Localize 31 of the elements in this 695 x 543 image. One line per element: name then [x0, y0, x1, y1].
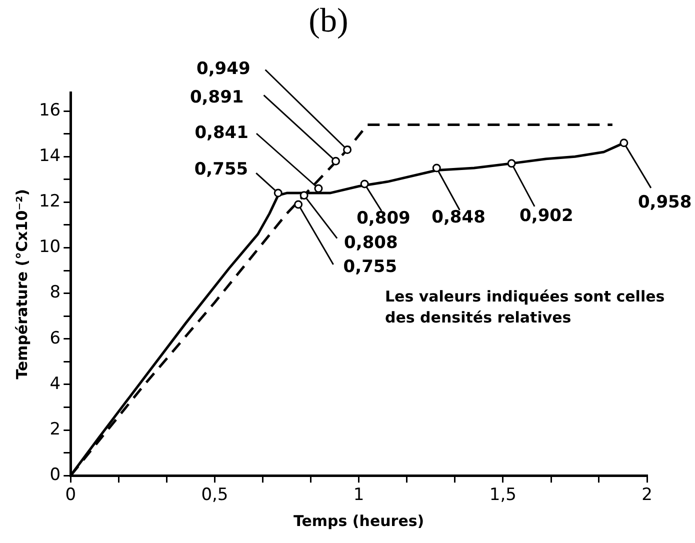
y-tick-label: 12 [38, 192, 61, 212]
annotation: 0,808 [344, 232, 398, 253]
annotation: 0,755 [194, 159, 248, 180]
y-tick-label: 2 [50, 419, 61, 440]
annotation: Les valeurs indiquées sont celles des densités relatives [385, 287, 665, 326]
x-tick-label: 1 [353, 485, 364, 506]
y-tick-label: 0 [50, 465, 61, 486]
annotation: 0,958 [638, 192, 692, 212]
point [507, 159, 516, 168]
chart-title: (b) [308, 2, 348, 40]
annotation: 0,891 [190, 88, 244, 108]
point [620, 138, 628, 148]
y-tick-label: 4 [50, 374, 61, 394]
annotation: 0,848 [432, 207, 486, 228]
x-tick-label: 0,5 [201, 485, 228, 506]
point [343, 146, 352, 154]
annotation: 0,902 [520, 206, 574, 226]
y-tick-label: 6 [50, 328, 61, 348]
annotation: 0,949 [196, 59, 250, 80]
annotation: 0,755 [343, 256, 398, 277]
x-tick-label: 2 [642, 485, 652, 506]
y-axis-title: Température (°Cx10⁻²) [12, 189, 31, 380]
y-tick-label: 10 [38, 237, 61, 258]
y-tick-label: 8 [50, 282, 61, 303]
x-tick-label: 1,5 [489, 485, 516, 506]
y-tick-label: 16 [38, 100, 61, 120]
annotation: 0,809 [356, 208, 410, 228]
x-tick-label: 0 [65, 485, 76, 506]
annotation: 0,841 [194, 122, 248, 143]
x-axis-title: Temps (heures) [293, 512, 424, 530]
y-tick-label: 14 [38, 146, 61, 166]
